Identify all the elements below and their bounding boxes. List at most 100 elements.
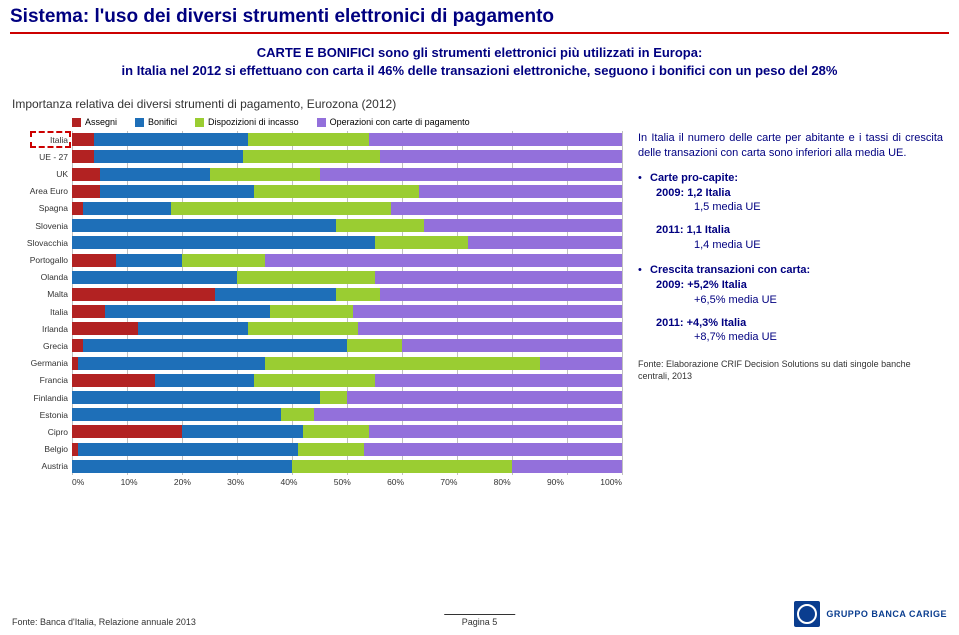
bar-segment bbox=[375, 374, 623, 387]
x-tick: 90% bbox=[547, 477, 564, 487]
bar-segment bbox=[320, 168, 623, 181]
chart-title: Importanza relativa dei diversi strument… bbox=[0, 83, 959, 113]
bar-row: Slovenia bbox=[12, 217, 622, 234]
bar-label: Area Euro bbox=[12, 186, 72, 196]
bar-label: Finlandia bbox=[12, 393, 72, 403]
bar-track bbox=[72, 408, 622, 421]
bar-segment bbox=[424, 219, 622, 232]
bar-segment bbox=[210, 168, 320, 181]
legend-label: Dispozizioni di incasso bbox=[208, 117, 299, 127]
bar-segment bbox=[270, 305, 353, 318]
content-row: Assegni Bonifici Dispozizioni di incasso Op… bbox=[0, 113, 959, 487]
bar-track bbox=[72, 236, 622, 249]
bar-segment bbox=[100, 185, 254, 198]
x-tick: 50% bbox=[334, 477, 351, 487]
bar-row: Estonia bbox=[12, 406, 622, 423]
x-tick: 100% bbox=[600, 477, 622, 487]
x-tick: 70% bbox=[440, 477, 457, 487]
bullet2-c: 2011: +4,3% Italia bbox=[656, 317, 746, 329]
bar-track bbox=[72, 357, 622, 370]
bullet1-a: 2009: 1,2 Italia bbox=[656, 187, 731, 199]
bar-segment bbox=[353, 305, 623, 318]
bar-segment bbox=[336, 288, 380, 301]
bar-segment bbox=[468, 236, 622, 249]
bullet1-c: 2011: 1,1 Italia bbox=[656, 224, 730, 236]
legend-label: Operazioni con carte di pagamento bbox=[330, 117, 470, 127]
bar-segment bbox=[72, 202, 83, 215]
bar-label: Francia bbox=[12, 375, 72, 385]
bar-segment bbox=[303, 425, 369, 438]
bar-segment bbox=[347, 391, 622, 404]
page-footer: Fonte: Banca d'Italia, Relazione annuale… bbox=[0, 601, 959, 627]
bar-segment bbox=[182, 254, 265, 267]
legend-swatch bbox=[135, 118, 144, 127]
bar-segment bbox=[375, 236, 469, 249]
bar-track bbox=[72, 443, 622, 456]
bar-track bbox=[72, 185, 622, 198]
bar-label: Austria bbox=[12, 461, 72, 471]
bar-segment bbox=[72, 408, 281, 421]
bar-row: Portogallo bbox=[12, 251, 622, 268]
intro-line-1: CARTE E BONIFICI sono gli strumenti elet… bbox=[40, 44, 919, 62]
bar-segment bbox=[248, 322, 358, 335]
bar-label: Spagna bbox=[12, 203, 72, 213]
bar-segment bbox=[298, 443, 364, 456]
bar-segment bbox=[254, 185, 419, 198]
bar-track bbox=[72, 133, 622, 146]
bar-segment bbox=[512, 460, 622, 473]
bar-track bbox=[72, 288, 622, 301]
chart-legend: Assegni Bonifici Dispozizioni di incasso Op… bbox=[12, 113, 622, 131]
right-source-note: Fonte: Elaborazione CRIF Decision Soluti… bbox=[638, 359, 943, 382]
bar-segment bbox=[182, 425, 303, 438]
x-tick: 80% bbox=[494, 477, 511, 487]
intro-text: CARTE E BONIFICI sono gli strumenti elet… bbox=[0, 34, 959, 83]
bar-segment bbox=[380, 288, 622, 301]
bar-row: Francia bbox=[12, 372, 622, 389]
footer-logo: GRUPPO BANCA CARIGE bbox=[794, 601, 947, 627]
bar-segment bbox=[369, 425, 622, 438]
bar-segment bbox=[369, 133, 622, 146]
bar-row: Belgio bbox=[12, 440, 622, 457]
legend-swatch bbox=[317, 118, 326, 127]
x-tick: 0% bbox=[72, 477, 84, 487]
logo-mark-icon bbox=[794, 601, 820, 627]
bar-segment bbox=[116, 254, 182, 267]
bullet2-d: +8,7% media UE bbox=[694, 331, 777, 343]
bar-segment bbox=[72, 271, 237, 284]
bar-segment bbox=[215, 288, 336, 301]
bar-label: Irlanda bbox=[12, 324, 72, 334]
bar-segment bbox=[78, 357, 265, 370]
bar-segment bbox=[94, 133, 248, 146]
bar-segment bbox=[402, 339, 622, 352]
bar-label: Italia bbox=[12, 307, 72, 317]
x-tick: 40% bbox=[280, 477, 297, 487]
x-tick: 10% bbox=[121, 477, 138, 487]
bar-label: Portogallo bbox=[12, 255, 72, 265]
bar-track bbox=[72, 150, 622, 163]
legend-item: Assegni bbox=[72, 117, 117, 127]
bar-segment bbox=[72, 425, 182, 438]
legend-item: Operazioni con carte di pagamento bbox=[317, 117, 470, 127]
bar-segment bbox=[364, 443, 623, 456]
bar-segment bbox=[105, 305, 270, 318]
bullet1-b: 1,5 media UE bbox=[694, 201, 761, 213]
bar-row: UK bbox=[12, 165, 622, 182]
bar-segment bbox=[72, 254, 116, 267]
legend-item: Bonifici bbox=[135, 117, 177, 127]
bullet2-b: +6,5% media UE bbox=[694, 294, 777, 306]
bar-track bbox=[72, 339, 622, 352]
bar-label: Olanda bbox=[12, 272, 72, 282]
bullet1-title: Carte pro-capite: bbox=[650, 171, 738, 186]
bar-segment bbox=[100, 168, 210, 181]
bar-segment bbox=[314, 408, 622, 421]
bar-segment bbox=[72, 305, 105, 318]
right-commentary: In Italia il numero delle carte per abit… bbox=[622, 113, 947, 487]
bullet1-d: 1,4 media UE bbox=[694, 239, 761, 251]
page-title: Sistema: l'uso dei diversi strumenti ele… bbox=[0, 0, 959, 32]
bar-segment bbox=[347, 339, 402, 352]
bar-segment bbox=[72, 168, 100, 181]
bar-segment bbox=[83, 202, 171, 215]
bullet2-title: Crescita transazioni con carta: bbox=[650, 263, 810, 278]
bar-segment bbox=[78, 443, 298, 456]
bar-label: Slovacchia bbox=[12, 238, 72, 248]
